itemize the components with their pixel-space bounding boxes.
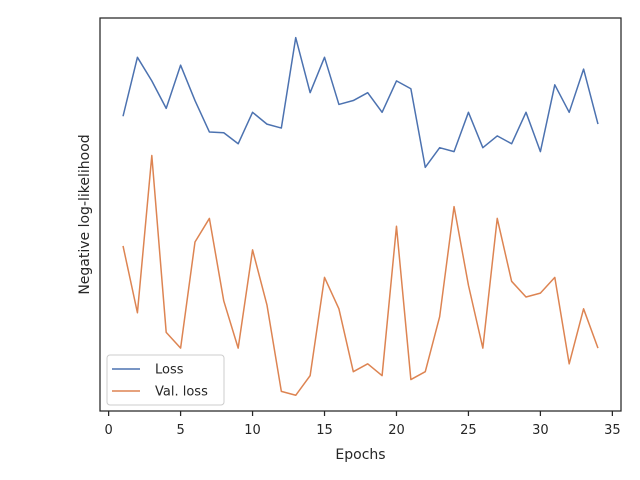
x-tick-label: 20 [388,423,405,438]
legend-box [106,354,225,406]
x-tick-label: 15 [316,423,333,438]
x-tick-label: 10 [244,423,261,438]
x-tick-label: 30 [532,423,549,438]
x-axis-ticks: 0 5 10 15 20 25 30 35 [104,411,621,438]
legend: Loss Val. loss [106,354,225,406]
x-tick-label: 5 [176,423,184,438]
series-line-val-loss [122,154,599,397]
x-tick-label: 35 [604,423,621,438]
legend-label-loss: Loss [155,363,184,378]
series-line-loss [122,36,599,169]
plot-area [99,17,622,412]
x-tick-label: 0 [104,423,112,438]
y-axis-label: Negative log-likelihood [77,134,93,294]
legend-label-val-loss: Val. loss [155,385,208,400]
x-axis-label: Epochs [335,447,385,463]
series-lines [122,36,599,397]
x-tick-label: 25 [460,423,477,438]
